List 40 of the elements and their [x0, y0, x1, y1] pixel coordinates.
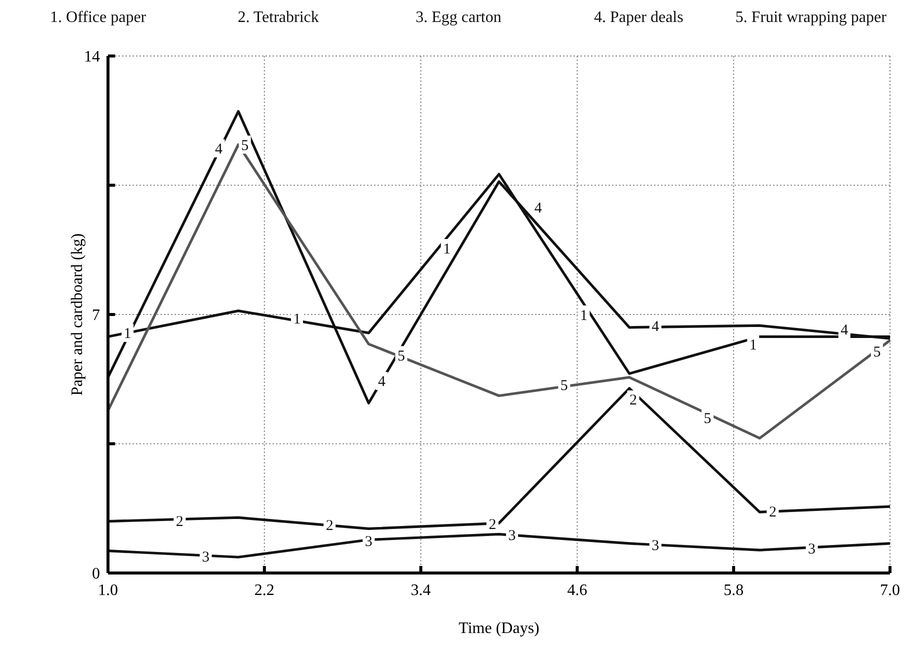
annotation: 4 [215, 142, 224, 158]
annotation: 3 [808, 542, 816, 558]
annotation: 5 [873, 344, 881, 361]
annotation: 4 [534, 200, 542, 217]
y-tick-label: 7 [92, 307, 100, 324]
annotation: 2 [326, 518, 334, 534]
x-axis-title: Time (Days) [458, 620, 540, 637]
annotation: 3 [652, 538, 660, 554]
annotation: 2 [488, 517, 496, 534]
annotation: 4 [652, 318, 660, 335]
y-tick-label: 0 [92, 566, 100, 583]
annotation: 3 [508, 528, 516, 544]
annotation: 1 [443, 241, 451, 258]
text: 1. Office paper [50, 9, 147, 26]
text: 5. Fruit wrapping paper [735, 9, 888, 26]
annotation: 5 [704, 411, 712, 428]
annotation: 2 [629, 392, 637, 409]
text: 4. Paper deals [594, 9, 684, 26]
annotation: 3 [202, 550, 210, 566]
x-tick-label: 4.6 [567, 582, 588, 599]
annotation: 5 [560, 378, 568, 394]
x-tick-label: 1.0 [98, 582, 118, 599]
text: 2. Tetrabrick [238, 9, 319, 26]
x-tick-label: 5.8 [724, 582, 744, 599]
y-tick-label: 14 [84, 48, 100, 66]
annotation: 1 [124, 326, 132, 342]
annotation: 5 [398, 348, 405, 364]
x-tick-label: 7.0 [880, 582, 900, 599]
y-axis-title: Paper and cardboard (kg) [69, 233, 86, 396]
x-tick-label: 2.2 [254, 582, 274, 599]
x-tick-label: 3.4 [410, 582, 431, 599]
annotation: 1 [749, 337, 757, 354]
annotation: 5 [241, 138, 249, 154]
annotation: 4 [840, 322, 849, 339]
annotation: 4 [378, 374, 386, 390]
annotation: 1 [293, 311, 301, 328]
annotation: 2 [176, 514, 184, 530]
annotation: 2 [768, 504, 776, 521]
text: 3. Egg carton [416, 9, 502, 26]
annotation: 1 [580, 308, 588, 324]
